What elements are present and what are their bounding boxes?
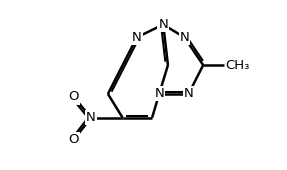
Text: N: N (184, 87, 193, 100)
Text: O: O (69, 133, 79, 146)
Text: CH₃: CH₃ (226, 59, 250, 72)
Text: N: N (158, 18, 168, 31)
Text: N: N (132, 31, 141, 44)
Text: N: N (86, 111, 96, 124)
Text: N: N (180, 31, 189, 44)
Text: O: O (69, 90, 79, 104)
Text: N: N (154, 87, 164, 100)
